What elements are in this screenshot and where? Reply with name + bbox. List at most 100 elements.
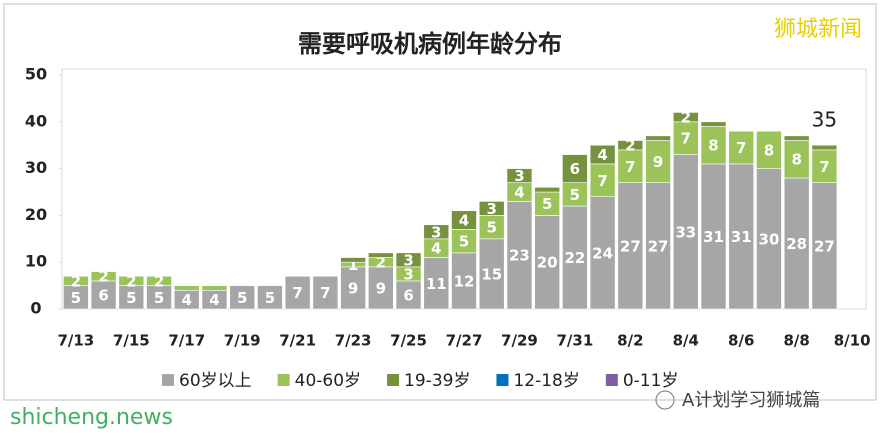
bar-segment [589, 196, 616, 310]
data-label: 4 [459, 212, 469, 230]
data-label: 24 [592, 244, 613, 262]
data-label: 3 [403, 251, 413, 269]
x-tick-label: 7/29 [501, 332, 538, 350]
data-label: 31 [731, 228, 752, 246]
x-tick-label: 8/6 [728, 332, 754, 350]
bar-segment [645, 140, 671, 183]
legend-label: 12-18岁 [513, 371, 579, 391]
bar-segment [617, 182, 644, 310]
bar-segment [478, 201, 505, 216]
data-label: 4 [514, 184, 524, 202]
bar-segment [783, 135, 810, 141]
data-label: 7 [625, 158, 635, 176]
data-label: 2 [126, 272, 136, 290]
bar-segment [173, 285, 200, 291]
data-label: 3 [431, 223, 441, 241]
data-label: 33 [675, 223, 696, 241]
data-label: 8 [708, 137, 718, 155]
y-tick-label: 30 [25, 158, 47, 177]
bar-segment [506, 168, 533, 183]
legend-label: 0-11岁 [623, 371, 679, 391]
bar-segment [423, 224, 450, 240]
legend-swatch [605, 374, 618, 386]
bar-segment [229, 285, 256, 310]
x-tick-label: 7/27 [446, 332, 483, 350]
x-tick-label: 8/4 [673, 332, 699, 350]
bar-segment [811, 144, 838, 151]
data-label: 8 [791, 151, 801, 169]
bar-segment [340, 266, 366, 310]
data-label: 5 [265, 289, 275, 307]
bar-segment [617, 149, 644, 183]
bar-segment [340, 257, 366, 263]
watermark: A计划学习狮城篇 [682, 390, 820, 411]
legend-swatch [162, 374, 174, 386]
watermark: shicheng.news [10, 405, 173, 430]
data-label: 5 [154, 289, 164, 307]
data-label: 3 [487, 200, 497, 218]
data-label: 5 [71, 289, 81, 307]
bar-segment [312, 275, 339, 310]
data-label: 6 [570, 160, 580, 178]
bar-segment [368, 252, 394, 258]
legend-swatch [277, 374, 290, 386]
data-label: 7 [292, 284, 302, 302]
data-label: 4 [431, 240, 441, 258]
data-label: 9 [348, 279, 358, 297]
bar-segment [534, 215, 560, 310]
x-tick-label: 7/23 [335, 332, 372, 350]
data-label: 11 [426, 275, 447, 293]
legend-label: 60岁以上 [179, 371, 252, 391]
x-tick-label: 7/31 [556, 332, 593, 350]
data-label: 2 [98, 268, 108, 286]
data-label: 5 [542, 195, 552, 213]
data-label: 4 [597, 146, 607, 164]
bar-segment [728, 130, 755, 165]
data-label: 6 [403, 286, 413, 304]
bar-segment [451, 210, 477, 230]
chart-title: 需要呼吸机病例年龄分布 [298, 30, 562, 58]
bar-segment [284, 275, 311, 310]
data-label: 15 [481, 265, 502, 283]
x-tick-label: 8/8 [784, 332, 810, 350]
data-label: 2 [681, 109, 691, 127]
y-tick-label: 50 [25, 65, 47, 84]
x-tick-label: 7/25 [390, 332, 427, 350]
data-label: 30 [759, 230, 780, 248]
wechat-icon [655, 390, 675, 410]
data-label: 2 [376, 254, 386, 272]
x-tick-label: 7/15 [113, 332, 150, 350]
data-label: 2 [71, 272, 81, 290]
x-tick-label: 7/13 [57, 332, 94, 350]
data-label: 5 [237, 289, 247, 307]
bar-segment [395, 252, 422, 268]
bar-segment [645, 182, 671, 310]
legend-swatch [496, 374, 509, 386]
data-label: 7 [320, 284, 330, 302]
bar-segment [700, 121, 727, 127]
data-label: 7 [681, 130, 691, 148]
data-label: 7 [597, 172, 607, 190]
data-label: 27 [648, 237, 669, 255]
data-label: 6 [98, 286, 108, 304]
bar-segment [700, 126, 727, 165]
data-label: 1 [348, 256, 358, 274]
data-label: 12 [454, 272, 475, 290]
bar-segment [783, 140, 810, 179]
bar-segment [811, 182, 838, 310]
y-tick-label: 40 [25, 111, 47, 130]
data-label: 20 [537, 254, 558, 272]
y-tick-label: 20 [25, 205, 47, 224]
x-tick-label: 7/21 [279, 332, 316, 350]
bar-segment [700, 163, 727, 310]
data-label: 27 [620, 237, 641, 255]
bar-segment [811, 149, 838, 183]
data-label: 28 [786, 235, 807, 253]
bar-segment [257, 285, 283, 310]
data-label: 3 [403, 265, 413, 283]
data-label: 27 [814, 237, 835, 255]
bar-segment [672, 112, 699, 123]
bar-segment [783, 177, 810, 310]
bar-segment [63, 275, 89, 286]
